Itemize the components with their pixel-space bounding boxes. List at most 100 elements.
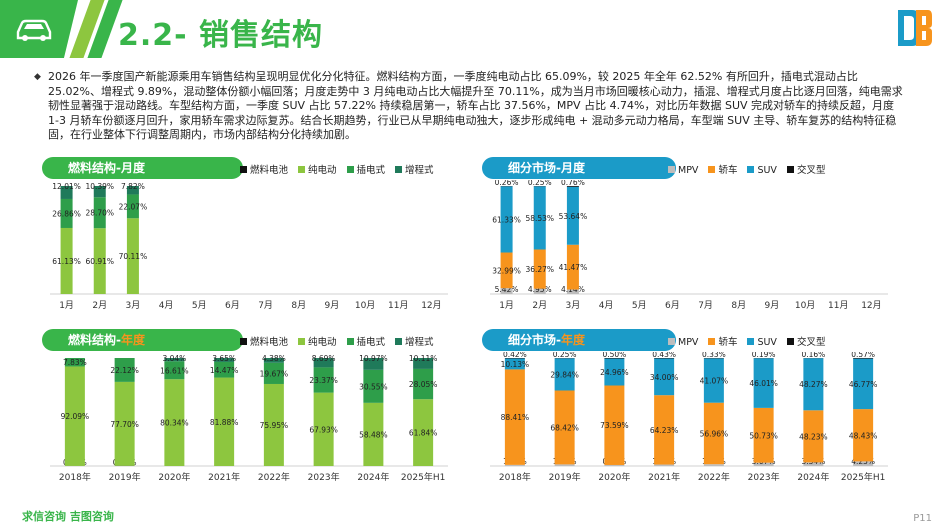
bar-data-label: 61.13% bbox=[52, 257, 81, 266]
bar-segment bbox=[500, 186, 513, 253]
x-tick-label: 2025年H1 bbox=[401, 471, 445, 483]
bar-segment bbox=[703, 402, 724, 465]
x-tick-label: 5月 bbox=[192, 300, 207, 311]
bar-data-label: 8.69% bbox=[312, 354, 336, 363]
bar-segment bbox=[164, 361, 185, 380]
x-tick-label: 2024年 bbox=[797, 471, 829, 483]
bar-data-label: 3.04% bbox=[162, 354, 186, 363]
bar-segment bbox=[164, 379, 185, 466]
bar-data-label: 0.25% bbox=[553, 352, 577, 359]
bar-data-label: 75.95% bbox=[260, 421, 289, 430]
bar-data-label: 14.47% bbox=[210, 366, 239, 375]
x-tick-label: 2018年 bbox=[499, 471, 531, 483]
legend-item: 燃料电池 bbox=[240, 165, 288, 176]
brand-logo-icon bbox=[898, 10, 932, 46]
chart-title-fuel-monthly: 燃料结构-月度 bbox=[42, 157, 243, 179]
bar-data-label: 0.42% bbox=[503, 352, 527, 359]
bar-segment bbox=[263, 358, 284, 363]
bar-segment bbox=[554, 358, 575, 391]
x-tick-label: 2021年 bbox=[648, 471, 680, 483]
bar-segment bbox=[164, 358, 185, 362]
bar-data-label: 23.37% bbox=[309, 376, 338, 385]
chart-title-fuel-yearly: 燃料结构-年度 bbox=[42, 329, 243, 351]
chart-title-segment-monthly: 细分市场-月度 bbox=[482, 157, 676, 179]
bar-segment bbox=[604, 358, 625, 386]
legend-swatch bbox=[708, 338, 716, 345]
bar-segment bbox=[504, 464, 525, 466]
x-tick-label: 4月 bbox=[159, 300, 174, 311]
legend-swatch bbox=[668, 338, 675, 345]
chart-fuel-yearly: 2018年0.08%92.09%7.83%2019年0.18%77.70%22.… bbox=[50, 354, 448, 483]
legend-fuel-yearly: 燃料电池 纯电动 插电式 增程式 bbox=[240, 334, 444, 348]
x-tick-label: 3月 bbox=[566, 300, 581, 311]
bar-data-label: 28.70% bbox=[85, 209, 114, 218]
x-tick-label: 2018年 bbox=[59, 471, 91, 483]
legend-label: SUV bbox=[757, 165, 777, 176]
bar-segment bbox=[363, 402, 384, 466]
bar-data-label: 68.42% bbox=[550, 423, 579, 432]
bar-segment bbox=[313, 392, 334, 466]
bar-segment bbox=[703, 358, 724, 403]
x-tick-label: 1月 bbox=[499, 300, 514, 311]
bar-segment bbox=[93, 186, 106, 198]
legend-label: 纯电动 bbox=[308, 165, 337, 176]
bar-segment bbox=[803, 358, 824, 411]
bar-segment bbox=[566, 186, 579, 245]
chart-segment-monthly: 1月 5.42% 32.99% 61.33% 0.26% 2月 4.95% 36.27% 58.… bbox=[490, 180, 888, 311]
footer-brand: 求信咨询 吉图咨询 bbox=[22, 510, 114, 523]
bar-segment bbox=[500, 288, 513, 294]
bar-data-label: 10.97% bbox=[359, 354, 388, 363]
legend-item: 交叉型 bbox=[786, 165, 825, 176]
x-tick-label: 2022年 bbox=[258, 471, 290, 483]
bar-data-label: 0.19% bbox=[752, 352, 776, 359]
legend-item: 轿车 bbox=[708, 337, 737, 348]
x-tick-label: 1月 bbox=[59, 300, 74, 311]
bar-segment bbox=[566, 289, 579, 294]
bar-data-label: 48.23% bbox=[799, 432, 828, 441]
bar-segment bbox=[504, 369, 525, 465]
x-tick-label: 5月 bbox=[632, 300, 647, 311]
x-tick-label: 8月 bbox=[731, 300, 746, 311]
bar-segment bbox=[64, 358, 85, 367]
legend-item: 增程式 bbox=[395, 165, 434, 176]
legend-label: 轿车 bbox=[718, 337, 738, 348]
legend-item: 纯电动 bbox=[298, 165, 337, 176]
bar-segment bbox=[533, 249, 546, 289]
bar-segment bbox=[500, 252, 513, 289]
header-logo bbox=[0, 0, 78, 58]
bar-data-label: 61.84% bbox=[409, 429, 438, 438]
x-tick-label: 2025年H1 bbox=[841, 471, 885, 483]
x-tick-label: 9月 bbox=[765, 300, 780, 311]
x-tick-label: 8月 bbox=[291, 300, 306, 311]
car-icon bbox=[16, 19, 52, 41]
legend-swatch bbox=[346, 166, 354, 173]
bar-data-label: 12.01% bbox=[52, 182, 81, 191]
legend-label: 增程式 bbox=[405, 165, 434, 176]
legend-item: 轿车 bbox=[708, 165, 737, 176]
x-tick-label: 11月 bbox=[828, 300, 848, 311]
bar-data-label: 32.99% bbox=[492, 266, 521, 275]
bar-segment bbox=[93, 228, 106, 294]
x-tick-label: 4月 bbox=[599, 300, 614, 311]
bar-data-label: 64.23% bbox=[650, 426, 679, 435]
chart-title-highlight: 年度 bbox=[120, 333, 145, 347]
chart-title-text: 细分市场- bbox=[508, 333, 561, 347]
bar-segment bbox=[504, 358, 525, 370]
bar-segment bbox=[853, 461, 874, 466]
chart-title-text: 燃料结构- bbox=[68, 333, 121, 347]
legend-label: SUV bbox=[757, 337, 777, 348]
legend-item: MPV bbox=[668, 337, 698, 348]
x-tick-label: 10月 bbox=[355, 300, 375, 311]
bar-data-label: 77.70% bbox=[110, 420, 139, 429]
bar-segment bbox=[554, 390, 575, 465]
bar-segment bbox=[363, 358, 384, 370]
x-tick-label: 6月 bbox=[225, 300, 240, 311]
bar-data-label: 81.88% bbox=[210, 418, 239, 427]
legend-item: 插电式 bbox=[346, 165, 385, 176]
x-tick-label: 2019年 bbox=[549, 471, 581, 483]
bar-data-label: 24.96% bbox=[600, 368, 629, 377]
legend-swatch bbox=[346, 338, 354, 345]
chart-title-text: 燃料结构-月度 bbox=[68, 161, 145, 175]
bar-segment bbox=[753, 358, 774, 408]
bar-segment bbox=[64, 366, 85, 466]
